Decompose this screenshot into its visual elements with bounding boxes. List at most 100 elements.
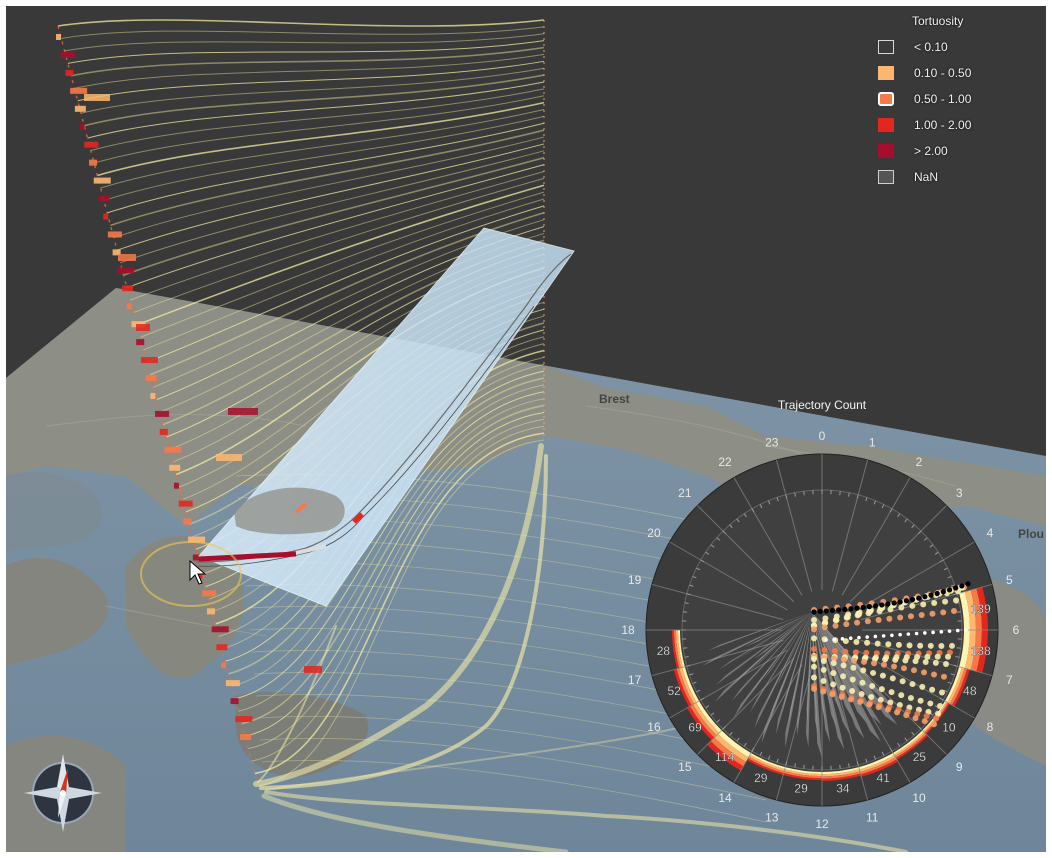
hour-label: 14 (718, 791, 732, 805)
tortuosity-marker (216, 644, 228, 651)
trajectory-point (941, 673, 947, 680)
trajectory-point (857, 698, 864, 705)
tortuosity-marker (122, 285, 134, 292)
highlight-point (914, 631, 919, 636)
hour-label: 23 (765, 436, 779, 450)
trajectory-point (854, 612, 861, 619)
hour-label: 1 (869, 436, 876, 450)
trajectory-point (811, 645, 817, 652)
count-band-segment (895, 734, 928, 760)
count-band-segment (976, 587, 988, 630)
tortuosity-marker (183, 518, 192, 525)
trajectory-point (821, 646, 828, 653)
fan-wedge (744, 612, 812, 648)
tick-mark (743, 513, 747, 518)
highlight-point (964, 628, 968, 632)
trajectory-curtain (57, 19, 767, 823)
trajectory-point (937, 702, 943, 709)
count-label: 114 (715, 750, 734, 764)
trajectory-point (840, 662, 847, 669)
count-band-segment (925, 703, 950, 735)
trajectory-point (917, 697, 924, 704)
hour-spoke (831, 459, 869, 592)
selected-trajectory-point (817, 608, 823, 615)
tick-mark (839, 764, 841, 769)
trajectory-point (906, 642, 913, 649)
selected-trajectory-point (897, 599, 903, 605)
count-band-segment (679, 667, 697, 704)
trajectory-point (920, 601, 927, 608)
tortuosity-marker (164, 446, 182, 453)
tick-mark (873, 755, 877, 760)
trajectory-point (895, 641, 902, 648)
fan-wedge (778, 612, 812, 700)
fan-wedge (785, 612, 812, 748)
trajectory-count-radial-chart[interactable]: Trajectory Count 0 1234567891011121314151… (621, 398, 1019, 831)
trajectory-line (143, 198, 545, 351)
tortuosity-marker (173, 482, 179, 489)
tortuosity-marker (70, 87, 88, 94)
tick-mark (911, 731, 915, 736)
tick-mark (692, 575, 697, 579)
fan-wedge (769, 612, 812, 721)
trajectory-point (891, 663, 897, 670)
tick-mark (881, 504, 885, 509)
tick-mark (904, 737, 908, 742)
trajectory-line (120, 150, 545, 264)
trajectory-line (64, 33, 545, 52)
selected-trajectory-point (811, 609, 817, 615)
visualization-viewport[interactable]: Brest Plou (6, 6, 1046, 852)
trajectory-point (847, 696, 854, 703)
tick-mark (705, 705, 710, 709)
trajectory-point (877, 696, 884, 703)
legend-item-lt-0-10[interactable]: < 0.10 (878, 38, 948, 56)
fan-wedge (729, 612, 812, 644)
legend-item-gt-2-00[interactable]: > 2.00 (878, 142, 948, 160)
highlight-point (890, 633, 894, 638)
tick-mark (794, 492, 796, 497)
count-band-segment (675, 630, 683, 668)
count-label: 25 (913, 750, 927, 764)
tortuosity-marker (304, 666, 322, 673)
selected-trajectory-point (866, 604, 873, 610)
tortuosity-marker (79, 123, 85, 130)
count-band-segment (673, 668, 692, 707)
legend-item-0-10-0-50[interactable]: 0.10 - 0.50 (878, 64, 971, 82)
selection-ring (140, 541, 242, 607)
trajectory-point (875, 704, 882, 711)
fan-wedge (806, 612, 812, 724)
legend-item-nan[interactable]: NaN (878, 168, 938, 186)
trajectory-point (838, 693, 845, 700)
compass-icon[interactable] (20, 750, 106, 836)
tortuosity-marker (178, 500, 193, 507)
hour-spoke (669, 541, 788, 611)
trajectory-point (830, 681, 837, 688)
trajectory-point (911, 667, 917, 674)
count-label: 69 (688, 720, 702, 734)
trajectory-point (865, 610, 872, 617)
trajectory-point (887, 606, 894, 613)
highlight-point (898, 632, 902, 637)
trajectory-point (859, 679, 866, 686)
tick-mark (696, 689, 701, 693)
trajectory-point (922, 658, 929, 665)
count-band-segment (822, 767, 860, 775)
tortuosity-marker (74, 105, 86, 112)
hour-label: 20 (647, 526, 661, 540)
tick-mark (722, 530, 727, 535)
highlight-point (857, 635, 861, 640)
fan-wedge (812, 612, 843, 698)
legend-title: Tortuosity (912, 14, 964, 28)
trajectory-point (938, 642, 945, 649)
trajectory-point (886, 615, 893, 622)
slice-plane[interactable] (195, 227, 575, 607)
highlight-point (840, 637, 845, 641)
legend-item-0-50-1-00[interactable]: 0.50 - 1.00 (878, 90, 971, 108)
tick-mark (759, 751, 763, 756)
3d-scene[interactable]: Brest Plou (6, 6, 1046, 852)
selected-trajectory-point (903, 598, 910, 604)
trajectory-line (97, 101, 545, 177)
trajectory-point (830, 660, 837, 667)
legend-item-1-00-2-00[interactable]: 1.00 - 2.00 (878, 116, 971, 134)
trajectory-point (933, 715, 939, 722)
